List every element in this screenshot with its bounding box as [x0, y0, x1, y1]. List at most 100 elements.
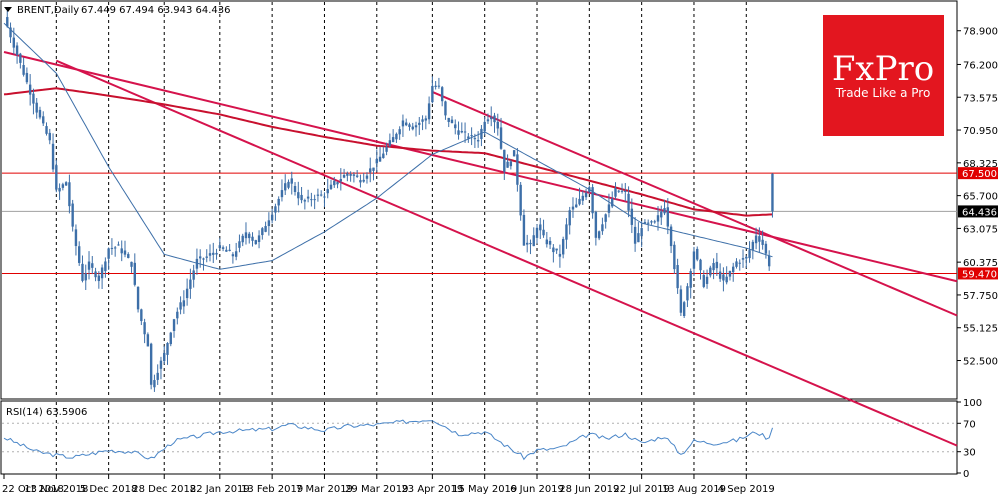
candle-body — [38, 109, 42, 118]
candle-body — [611, 198, 614, 207]
candle-body — [238, 241, 241, 248]
candle-body — [94, 271, 97, 278]
candle-body — [408, 124, 411, 127]
price-tags: 67.500 59.470 64.436 — [958, 167, 998, 280]
level-tag-bg — [958, 267, 998, 280]
candle-body — [463, 131, 467, 133]
candle-body — [336, 182, 339, 185]
candle-body — [486, 119, 490, 122]
rsi-indicator: 100 70 30 0 — [2, 398, 982, 480]
candle-body — [767, 255, 771, 267]
candle-body — [470, 135, 473, 137]
candle-body — [159, 360, 163, 369]
candle-body — [627, 193, 630, 211]
channel-line — [3, 50, 958, 283]
x-tick-label: 13 Feb 2019 — [241, 484, 303, 495]
candle-body — [51, 143, 55, 170]
candle-body — [372, 167, 375, 171]
candle-body — [189, 279, 192, 289]
candle-body — [313, 199, 316, 201]
candle-body — [722, 274, 725, 281]
candle-body — [418, 122, 421, 125]
level-tag-label: 59.470 — [962, 269, 997, 280]
fxpro-logo: FxPro Trade Like a Pro — [823, 15, 944, 136]
y-tick-label: 68.325 — [963, 159, 998, 170]
candle-body — [529, 242, 532, 245]
candle-body — [411, 126, 414, 130]
x-tick-label: 6 Jun 2019 — [510, 484, 564, 495]
candle-body — [375, 158, 378, 164]
candle-body — [287, 181, 290, 188]
candle-body — [110, 247, 114, 249]
candle-body — [22, 65, 25, 75]
candle-body — [248, 233, 251, 239]
candle-body — [241, 235, 244, 243]
rsi-tick-label: 70 — [963, 419, 976, 430]
logo-brand: FxPro — [832, 49, 934, 89]
candle-body — [584, 192, 588, 198]
candle-body — [614, 188, 617, 197]
candle-body — [9, 27, 12, 38]
candle-body — [434, 85, 437, 87]
candle-body — [261, 228, 264, 236]
candle-body — [156, 372, 159, 380]
candle-body — [640, 228, 643, 237]
candle-body — [270, 214, 274, 221]
candle-body — [705, 276, 709, 284]
rsi-pane-frame — [0, 400, 958, 475]
candle-body — [673, 244, 676, 270]
candle-body — [120, 248, 123, 254]
candle-body — [169, 332, 172, 345]
candle-body — [712, 263, 715, 271]
candle-body — [440, 87, 444, 102]
candle-body — [84, 273, 87, 281]
candle-body — [437, 85, 441, 87]
candle-body — [342, 174, 346, 178]
x-tick-label: 23 Apr 2019 — [401, 484, 463, 495]
candle-body — [127, 254, 130, 258]
dropdown-triangle-icon[interactable] — [4, 7, 12, 12]
candle-body — [284, 183, 287, 191]
candle-body — [68, 182, 71, 207]
candle-body — [55, 165, 58, 190]
candle-body — [326, 189, 329, 194]
candle-body — [136, 286, 140, 310]
candle-body — [398, 129, 401, 135]
candle-body — [391, 137, 395, 143]
candle-body — [617, 190, 620, 192]
candle-body — [561, 239, 565, 255]
candle-body — [306, 196, 310, 199]
candle-body — [604, 214, 607, 222]
candle-body — [591, 187, 594, 214]
candle-body — [686, 286, 689, 301]
candle-body — [444, 101, 447, 116]
candle-body — [414, 125, 418, 128]
trend-channels — [3, 50, 958, 447]
candle-body — [532, 235, 535, 247]
rsi-tick-label: 30 — [963, 448, 976, 459]
candle-body — [316, 194, 320, 196]
candle-body — [277, 198, 280, 206]
candle-body — [620, 190, 624, 192]
candle-body — [12, 37, 16, 48]
candle-body — [267, 220, 271, 227]
candle-body — [130, 261, 133, 267]
candle-body — [483, 121, 486, 132]
candle-body — [179, 302, 182, 310]
candle-body — [153, 380, 156, 388]
candle-body — [545, 239, 549, 245]
candle-body — [251, 236, 254, 241]
candle-body — [221, 247, 225, 249]
candle-body — [303, 200, 307, 202]
candle-body — [202, 258, 205, 260]
candle-body — [480, 128, 483, 140]
level-tag-label: 67.500 — [962, 169, 997, 180]
candle-body — [280, 190, 284, 198]
candle-body — [87, 261, 91, 270]
candle-body — [650, 221, 653, 223]
candle-body — [15, 45, 19, 56]
y-tick-label: 78.900 — [963, 27, 998, 38]
candle-body — [78, 246, 81, 263]
candle-body — [588, 187, 591, 192]
candle-body — [679, 289, 683, 313]
